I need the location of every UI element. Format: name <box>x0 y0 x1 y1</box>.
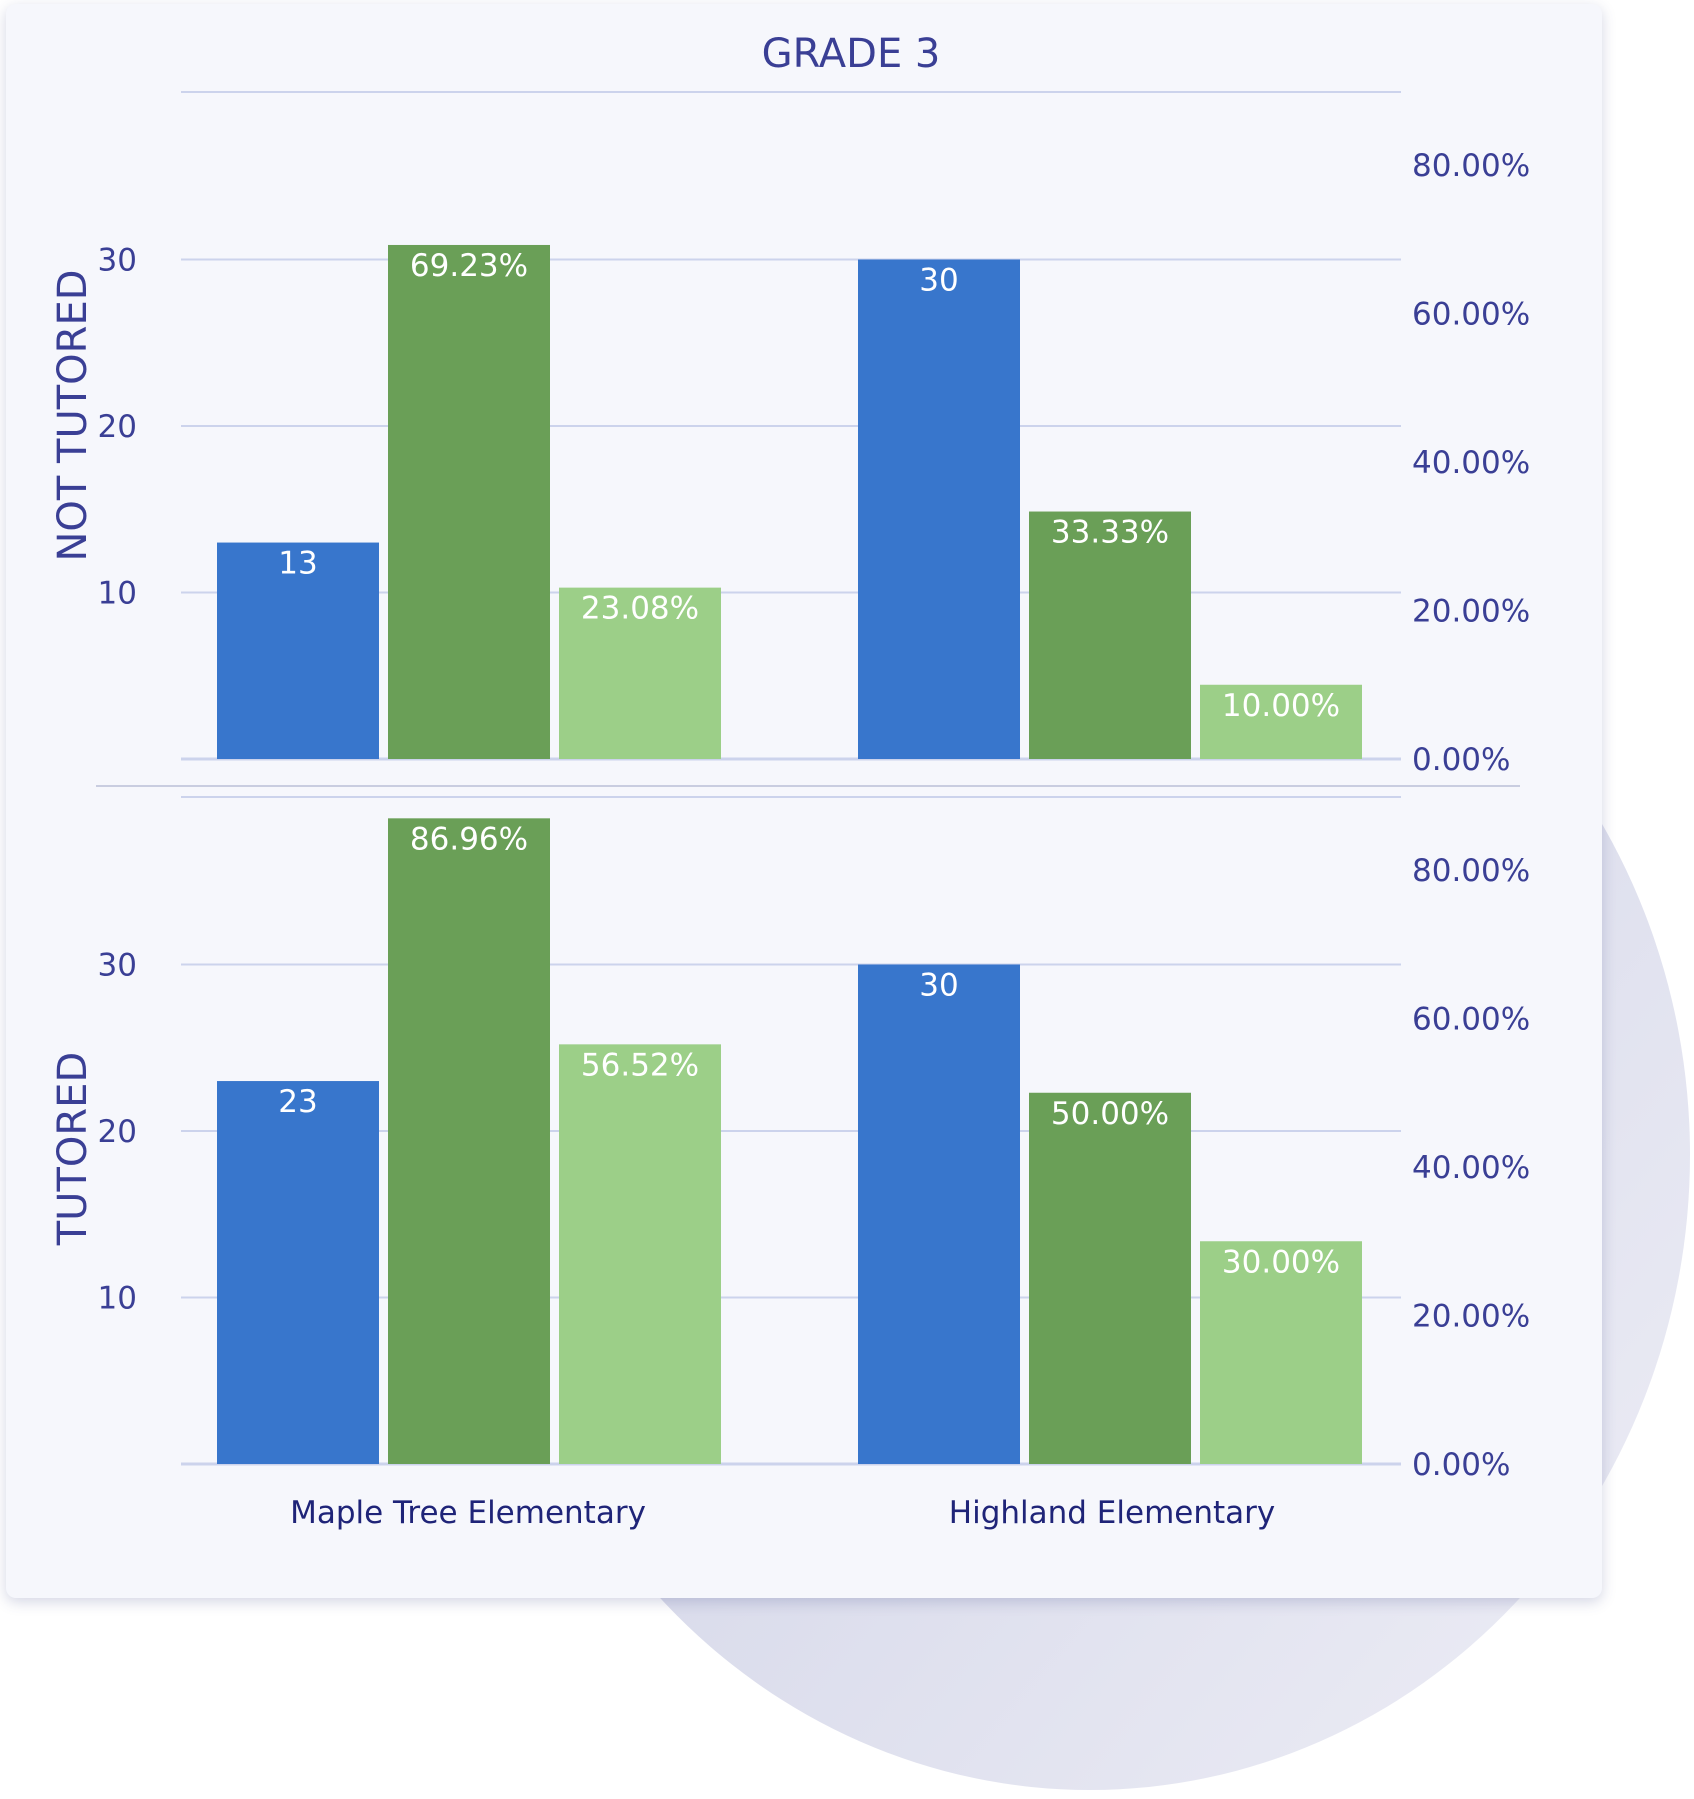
bar-count <box>858 964 1020 1464</box>
left-tick-label: 10 <box>98 1281 137 1317</box>
bar-data-label: 23 <box>278 1084 317 1120</box>
bar-data-label: 33.33% <box>1051 515 1169 551</box>
bar-data-label: 30 <box>919 968 958 1004</box>
bar-pct_b <box>1200 1241 1362 1464</box>
row-label: NOT TUTORED <box>50 269 96 561</box>
left-tick-label: 30 <box>98 243 137 279</box>
bar-pct_a <box>388 244 550 759</box>
right-tick-label: 20.00% <box>1412 1299 1530 1335</box>
bar-count <box>858 259 1020 759</box>
chart-title: GRADE 3 <box>762 31 941 77</box>
right-tick-label: 80.00% <box>1412 148 1530 184</box>
left-tick-label: 20 <box>98 409 137 445</box>
left-tick-label: 20 <box>98 1114 137 1150</box>
row-label: TUTORED <box>50 1052 96 1247</box>
bar-pct_a <box>1029 1092 1191 1464</box>
bar-data-label: 10.00% <box>1222 688 1340 724</box>
bar-data-label: 69.23% <box>410 248 528 284</box>
bar-pct_a <box>1029 511 1191 759</box>
right-tick-label: 0.00% <box>1412 1447 1510 1483</box>
bar-count <box>217 542 379 759</box>
left-tick-label: 30 <box>98 948 137 984</box>
category-label: Highland Elementary <box>949 1495 1275 1531</box>
left-tick-label: 10 <box>98 576 137 612</box>
right-tick-label: 0.00% <box>1412 742 1510 778</box>
bar-count <box>217 1081 379 1464</box>
bar-data-label: 50.00% <box>1051 1096 1169 1132</box>
right-tick-label: 40.00% <box>1412 445 1530 481</box>
right-tick-label: 80.00% <box>1412 853 1530 889</box>
right-tick-label: 40.00% <box>1412 1150 1530 1186</box>
bar-pct_b <box>559 587 721 759</box>
bar-data-label: 13 <box>278 546 317 582</box>
bar-pct_a <box>388 818 550 1464</box>
bar-pct_b <box>559 1044 721 1464</box>
right-tick-label: 20.00% <box>1412 594 1530 630</box>
bar-data-label: 23.08% <box>581 591 699 627</box>
bar-data-label: 30.00% <box>1222 1244 1340 1280</box>
right-tick-label: 60.00% <box>1412 1002 1530 1038</box>
bar-data-label: 56.52% <box>581 1047 699 1083</box>
bar-data-label: 30 <box>919 263 958 299</box>
category-label: Maple Tree Elementary <box>290 1495 646 1531</box>
right-tick-label: 60.00% <box>1412 297 1530 333</box>
bar-pct_b <box>1200 684 1362 759</box>
bar-data-label: 86.96% <box>410 821 528 857</box>
